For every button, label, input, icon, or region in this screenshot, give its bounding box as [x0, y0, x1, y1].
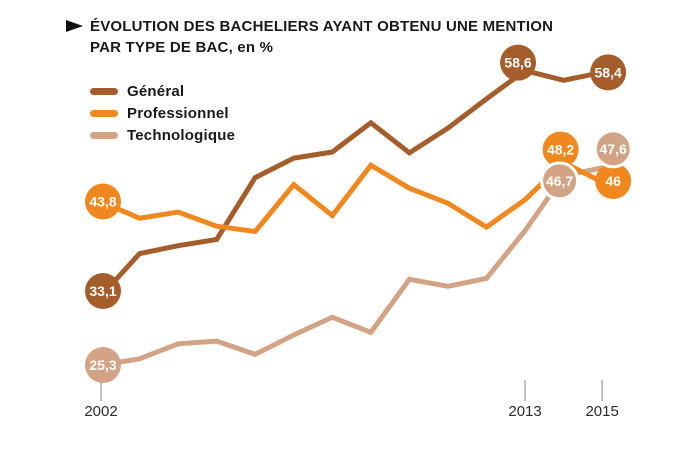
point-value-general-2015: 58,4 — [595, 64, 622, 80]
legend-swatch-technologique — [90, 131, 118, 139]
point-bubble-technologique-2002 — [85, 347, 121, 383]
point-value-general-2013: 58,6 — [504, 55, 531, 71]
legend-item-general: Général — [90, 80, 235, 102]
chart-title-line2: PAR TYPE DE BAC, en % — [90, 39, 274, 56]
point-value-professionnel-2015: 46 — [605, 173, 621, 189]
legend-item-technologique: Technologique — [90, 124, 235, 146]
legend-label-technologique: Technologique — [127, 126, 236, 144]
point-bubble-professionnel-2002 — [85, 183, 121, 220]
x-tick-label-2002: 2002 — [84, 403, 117, 420]
point-bubble-general-2002 — [85, 273, 121, 310]
point-value-professionnel-2002: 43,8 — [89, 193, 116, 209]
x-tick-label-2013: 2013 — [508, 403, 541, 420]
point-value-technologique-2015: 47,6 — [600, 141, 627, 157]
series-line-professionnel — [98, 159, 605, 235]
x-tick-label-2015: 2015 — [585, 403, 618, 420]
point-value-technologique-2014: 46,7 — [546, 173, 573, 189]
legend-label-general: Général — [127, 82, 185, 100]
chart-legend: Général Professionnel Technologique — [90, 80, 235, 146]
point-bubble-professionnel-2014 — [542, 131, 579, 168]
point-bubble-general-2013 — [500, 44, 537, 81]
point-bubble-technologique-2015 — [593, 129, 633, 169]
point-value-general-2002: 33,1 — [89, 283, 116, 299]
chart-title-line1: ÉVOLUTION DES BACHELIERS AYANT OBTENU UN… — [90, 18, 554, 35]
series-line-technologique — [98, 165, 605, 368]
legend-label-professionnel: Professionnel — [127, 104, 229, 122]
title-marker-icon — [66, 20, 83, 32]
point-bubble-general-2015 — [590, 54, 627, 91]
point-bubble-technologique-2014 — [540, 161, 580, 201]
point-bubble-professionnel-2015 — [595, 163, 632, 200]
legend-item-professionnel: Professionnel — [90, 102, 235, 124]
chart-header: ÉVOLUTION DES BACHELIERS AYANT OBTENU UN… — [66, 16, 553, 58]
legend-swatch-professionnel — [90, 109, 118, 117]
chart-title: ÉVOLUTION DES BACHELIERS AYANT OBTENU UN… — [90, 16, 553, 58]
legend-swatch-general — [90, 87, 118, 95]
point-value-technologique-2002: 25,3 — [89, 357, 116, 373]
point-value-professionnel-2014: 48,2 — [547, 142, 574, 158]
